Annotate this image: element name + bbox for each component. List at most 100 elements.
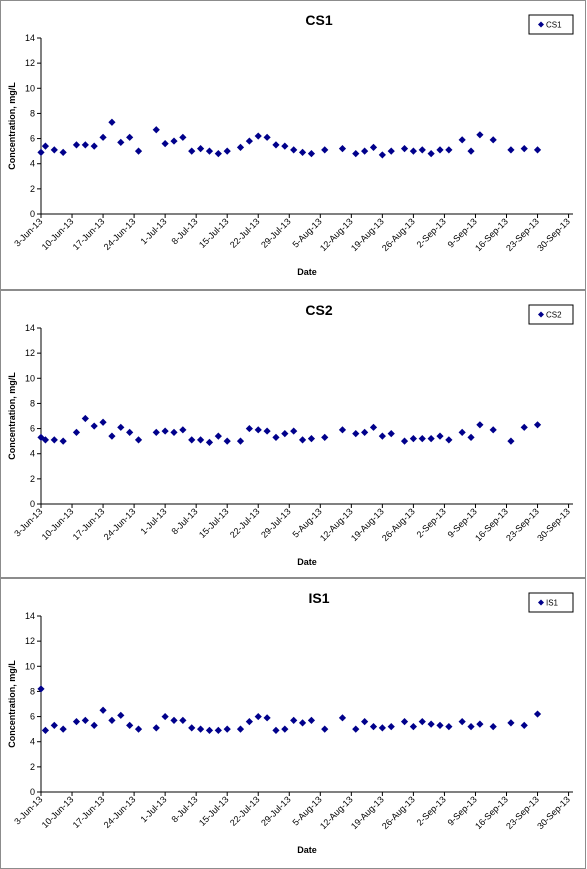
- data-point: [458, 136, 466, 144]
- data-point: [520, 145, 528, 153]
- data-point: [290, 716, 298, 724]
- x-tick-label: 29-Jul-13: [259, 216, 293, 250]
- data-point: [507, 437, 515, 445]
- x-tick-label: 22-Jul-13: [228, 794, 262, 828]
- data-point: [188, 724, 196, 732]
- data-point: [272, 141, 280, 149]
- data-point: [418, 146, 426, 154]
- x-tick-label: 8-Jul-13: [170, 794, 200, 824]
- series-IS1: [37, 685, 542, 734]
- chart-title: CS1: [305, 12, 332, 28]
- x-tick-label: 10-Jun-13: [40, 506, 76, 542]
- y-axis-label: Concentration, mg/L: [7, 82, 17, 170]
- data-point: [152, 724, 160, 732]
- y-axis-label: Concentration, mg/L: [7, 660, 17, 748]
- y-tick-label: 4: [30, 737, 35, 747]
- x-tick-label: 26-Aug-13: [380, 506, 417, 543]
- x-axis-label: Date: [297, 267, 317, 277]
- data-point: [50, 721, 58, 729]
- x-tick-label: 15-Jul-13: [197, 794, 231, 828]
- data-point: [400, 437, 409, 445]
- data-point: [298, 148, 307, 156]
- series-CS2: [37, 414, 542, 446]
- data-point: [281, 725, 289, 733]
- data-point: [205, 438, 214, 446]
- x-tick-label: 22-Jul-13: [228, 216, 262, 250]
- data-point: [170, 428, 178, 436]
- legend-marker: [538, 311, 544, 318]
- data-point: [37, 148, 45, 156]
- x-tick-label: 30-Sep-13: [535, 216, 572, 253]
- data-point: [290, 427, 298, 435]
- data-point: [352, 430, 360, 438]
- data-point: [254, 712, 262, 721]
- data-point: [99, 706, 107, 714]
- data-point: [352, 150, 360, 158]
- legend-entry: IS1: [546, 599, 559, 608]
- data-point: [476, 421, 484, 429]
- data-point: [179, 133, 187, 141]
- chart-title: IS1: [308, 590, 329, 606]
- data-point: [161, 427, 169, 435]
- data-point: [520, 423, 528, 431]
- data-point: [436, 146, 444, 154]
- x-tick-label: 1-Jul-13: [138, 216, 168, 246]
- x-axis-label: Date: [297, 845, 317, 855]
- y-tick-label: 6: [30, 134, 35, 144]
- legend-entry: CS1: [546, 21, 562, 30]
- y-tick-label: 4: [30, 159, 35, 169]
- data-point: [409, 435, 417, 443]
- data-point: [59, 148, 67, 156]
- y-axis-label: Concentration, mg/L: [7, 372, 17, 460]
- data-point: [161, 140, 169, 148]
- data-point: [467, 433, 475, 441]
- data-point: [188, 147, 196, 155]
- data-point: [533, 710, 542, 718]
- data-point: [205, 726, 214, 734]
- data-point: [99, 133, 107, 141]
- y-tick-label: 8: [30, 686, 35, 696]
- data-point: [387, 430, 395, 438]
- data-point: [361, 147, 369, 155]
- data-point: [427, 720, 435, 728]
- x-tick-label: 3-Jun-13: [12, 506, 44, 538]
- data-point: [321, 433, 329, 441]
- data-point: [272, 726, 280, 734]
- y-tick-label: 14: [25, 33, 35, 43]
- data-point: [188, 436, 196, 444]
- y-tick-label: 2: [30, 762, 35, 772]
- data-point: [467, 147, 475, 155]
- legend-box: [528, 304, 574, 325]
- data-point: [263, 427, 271, 435]
- data-point: [59, 437, 67, 445]
- x-tick-label: 15-Jul-13: [197, 216, 231, 250]
- data-point: [50, 146, 58, 154]
- x-tick-label: 30-Sep-13: [535, 506, 572, 543]
- data-point: [321, 725, 329, 733]
- x-tick-label: 10-Jun-13: [40, 794, 76, 830]
- x-tick-label: 2-Sep-13: [415, 794, 448, 827]
- data-point: [214, 432, 222, 440]
- data-point: [272, 433, 280, 441]
- x-tick-label: 1-Jul-13: [138, 794, 168, 824]
- x-tick-label: 3-Jun-13: [12, 794, 44, 826]
- legend: CS2: [528, 304, 574, 325]
- data-point: [378, 151, 386, 159]
- data-point: [321, 146, 329, 154]
- chart-title: CS2: [305, 302, 332, 318]
- data-point: [290, 146, 298, 154]
- data-point: [338, 426, 347, 434]
- x-tick-label: 8-Jul-13: [170, 216, 200, 246]
- data-point: [170, 716, 178, 724]
- x-tick-label: 24-Jun-13: [102, 794, 138, 830]
- data-point: [281, 430, 289, 438]
- data-point: [72, 141, 81, 149]
- x-tick-label: 17-Jun-13: [71, 794, 107, 830]
- data-point: [281, 142, 289, 150]
- data-point: [418, 718, 426, 726]
- data-point: [236, 437, 245, 445]
- data-point: [117, 711, 125, 719]
- data-point: [445, 146, 453, 154]
- legend-box: [528, 592, 574, 613]
- data-point: [72, 718, 81, 726]
